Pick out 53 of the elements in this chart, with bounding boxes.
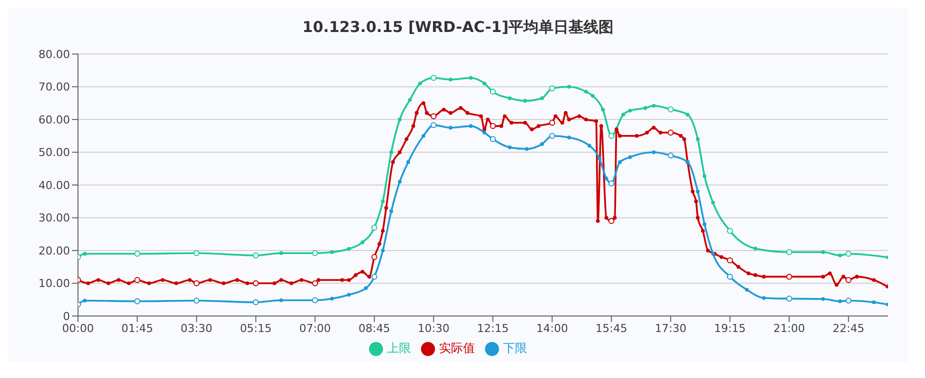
y-tick-label: 80.00 (38, 48, 70, 61)
y-tick-label: 30.00 (38, 212, 70, 225)
point (549, 85, 556, 92)
x-tick-label: 01:45 (121, 322, 154, 335)
point (134, 250, 140, 257)
x-tick-label: 12:15 (477, 322, 509, 335)
point (608, 132, 614, 139)
x-tick-label: 00:00 (62, 322, 94, 335)
chart-title: 10.123.0.15 [WRD-AC-1]平均单日基线图 (301, 17, 615, 38)
point (608, 180, 614, 186)
y-tick-label: 50.00 (38, 146, 70, 160)
point (490, 88, 496, 95)
y-tick-label: 70.00 (38, 80, 70, 94)
x-tick-label: 03:30 (180, 322, 212, 335)
point (371, 224, 378, 231)
point (668, 152, 674, 159)
point (252, 299, 259, 306)
x-tick-label: 10:30 (418, 322, 450, 335)
point (668, 106, 674, 112)
y-tick-label: 60.00 (38, 113, 70, 126)
point (786, 249, 792, 256)
point (194, 298, 200, 304)
x-tick-label: 15:45 (596, 322, 628, 335)
x-tick-label: 17:30 (654, 322, 687, 335)
legend-label: 实际值 (439, 341, 475, 355)
x-tick-label: 19:15 (714, 322, 746, 335)
x-tick-label: 07:00 (299, 322, 331, 335)
y-tick-label: 10.00 (38, 277, 70, 290)
point (786, 296, 792, 302)
point (134, 298, 140, 304)
point (490, 136, 496, 142)
y-tick-label: 0 (63, 310, 70, 323)
point (430, 74, 437, 81)
point (726, 228, 733, 234)
point (430, 122, 437, 128)
y-tick-label: 20.00 (38, 244, 70, 258)
point (312, 250, 318, 256)
legend-label: 下限 (503, 341, 527, 355)
point (312, 297, 318, 304)
point (549, 132, 556, 139)
point (845, 250, 852, 257)
x-tick-label: 14:00 (536, 322, 568, 335)
point (252, 252, 259, 258)
y-tick-label: 40.00 (38, 178, 70, 192)
x-tick-label: 21:00 (773, 322, 806, 335)
x-tick-label: 08:45 (358, 322, 390, 335)
point (845, 298, 852, 304)
x-tick-label: 05:15 (240, 322, 272, 335)
point (371, 274, 378, 280)
legend-label: 上限 (387, 341, 411, 355)
x-tick-label: 22:45 (832, 322, 864, 335)
point (726, 274, 733, 280)
point (194, 250, 200, 256)
